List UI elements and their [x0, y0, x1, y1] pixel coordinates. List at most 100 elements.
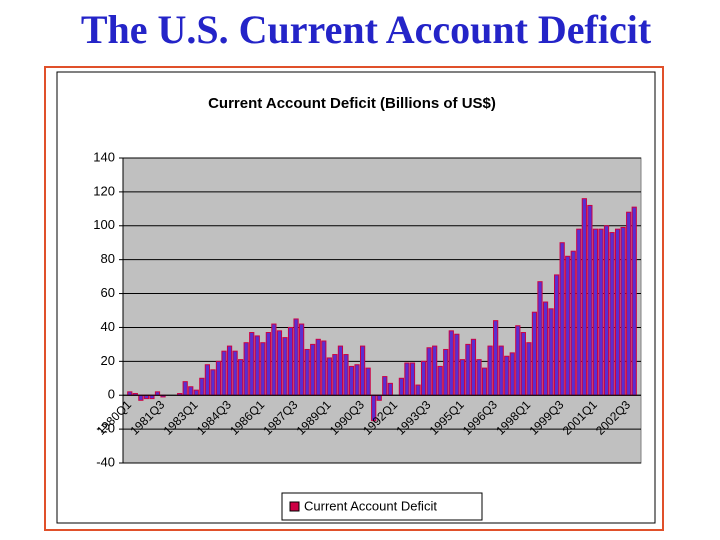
bar: [310, 343, 316, 396]
bar: [315, 338, 321, 396]
bar: [387, 382, 393, 396]
y-tick-label: 40: [101, 319, 115, 334]
bar: [138, 394, 144, 401]
bar: [415, 384, 421, 396]
bar: [226, 345, 233, 396]
bar: [210, 369, 216, 396]
bar: [581, 198, 587, 396]
bar: [299, 323, 305, 396]
bar: [243, 342, 249, 396]
bar: [188, 386, 194, 396]
bar: [493, 320, 499, 396]
bar: [476, 359, 482, 396]
bar: [515, 325, 521, 396]
y-tick-label: 20: [101, 353, 115, 368]
bar: [182, 381, 188, 396]
y-tick-label: 100: [93, 217, 115, 232]
y-tick-label: -40: [96, 454, 115, 469]
bar: [127, 391, 133, 396]
bar: [437, 365, 443, 396]
y-tick-label: 0: [108, 387, 115, 402]
y-tick-label: 60: [101, 285, 115, 300]
bar: [337, 345, 344, 396]
bar: [271, 323, 277, 396]
bar: [432, 345, 438, 396]
bar: [620, 226, 626, 396]
bar: [626, 211, 632, 396]
bar: [199, 377, 205, 396]
bar: [204, 364, 210, 396]
bar: [559, 242, 565, 396]
bar: [249, 332, 255, 396]
bar: [426, 347, 432, 396]
bar: [509, 352, 515, 396]
bar: [265, 332, 271, 396]
bar: [409, 362, 416, 396]
bar: [143, 394, 150, 400]
bar: [348, 365, 355, 396]
bar: [614, 228, 621, 396]
slide-title: The U.S. Current Account Deficit: [81, 7, 652, 52]
bar: [154, 391, 161, 396]
bar: [548, 308, 554, 396]
bar: [332, 354, 338, 396]
y-tick-label: 80: [101, 251, 115, 266]
bar: [326, 357, 332, 396]
y-tick-label: 140: [93, 149, 115, 164]
bar: [354, 364, 360, 396]
bar: [382, 376, 388, 396]
frame: [44, 66, 664, 531]
bar: [487, 345, 493, 396]
bar: [365, 367, 371, 396]
bar: [526, 342, 532, 396]
bar: [465, 343, 471, 396]
bar: [565, 255, 571, 396]
bar: [238, 359, 244, 396]
bar: [520, 332, 526, 396]
bar: [454, 333, 460, 396]
bar: [293, 318, 299, 396]
bar: [404, 362, 410, 396]
bar: [470, 338, 477, 396]
legend-label: Current Account Deficit: [304, 498, 437, 513]
bar: [343, 354, 349, 396]
bar: [542, 301, 549, 396]
bar: [598, 228, 604, 396]
legend-swatch: [289, 501, 300, 512]
bar: [215, 360, 222, 396]
bar: [376, 394, 382, 401]
y-tick-label: 120: [93, 183, 115, 198]
bar: [537, 281, 543, 396]
bar: [193, 389, 199, 396]
bar: [359, 345, 366, 396]
bar: [576, 228, 582, 396]
bar: [631, 206, 637, 396]
bar: [498, 345, 504, 396]
y-tick-label: -20: [96, 421, 115, 436]
bar: [570, 250, 576, 396]
bar: [232, 350, 238, 396]
bar: [398, 377, 405, 396]
bar: [420, 360, 427, 396]
chart-title: Current Account Deficit (Billions of US$…: [208, 95, 496, 112]
bar: [254, 335, 260, 396]
bar: [448, 330, 454, 396]
bar: [287, 326, 294, 396]
bar: [282, 337, 288, 396]
bar: [587, 204, 593, 396]
bar: [304, 348, 310, 396]
bar: [321, 340, 327, 396]
bar: [504, 355, 510, 396]
bar: [603, 225, 610, 396]
bar: [481, 367, 488, 396]
bar: [554, 274, 560, 396]
bar: [459, 359, 465, 396]
bar: [609, 232, 615, 396]
bar: [149, 394, 155, 400]
bar: [592, 228, 599, 396]
bar: [531, 311, 538, 396]
bar: [260, 342, 266, 396]
legend-box: [281, 492, 483, 521]
bar: [276, 330, 283, 396]
